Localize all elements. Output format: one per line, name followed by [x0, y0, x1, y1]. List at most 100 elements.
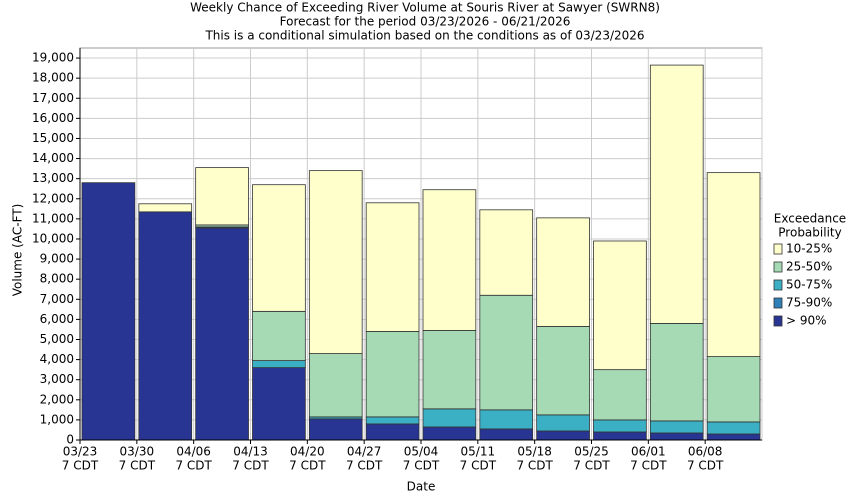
- bar-segment: [252, 367, 306, 441]
- x-tick-label: 7 CDT: [630, 459, 667, 473]
- bar-segment: [422, 408, 477, 428]
- bar-segment: [593, 240, 647, 371]
- y-tick-label: 1,000: [40, 412, 74, 426]
- bar-segment: [706, 356, 761, 423]
- bar-segment: [365, 416, 420, 425]
- bar-segment: [649, 420, 704, 434]
- y-tick-label: 16,000: [32, 111, 74, 125]
- bar-segment: [252, 184, 306, 312]
- y-tick-label: 14,000: [32, 151, 74, 165]
- y-tick-label: 13,000: [32, 171, 74, 185]
- chart-title: This is a conditional simulation based o…: [204, 29, 644, 43]
- x-tick-label: 03/30: [120, 445, 155, 459]
- y-tick-label: 7,000: [40, 292, 74, 306]
- x-tick-label: 7 CDT: [62, 459, 99, 473]
- bar-segment: [649, 432, 704, 441]
- bar-segment: [479, 428, 534, 441]
- bar-segment: [308, 418, 363, 441]
- legend-swatch: [773, 315, 783, 327]
- y-tick-label: 6,000: [40, 312, 74, 326]
- bar-segment: [479, 294, 534, 411]
- y-tick-label: 17,000: [32, 91, 74, 105]
- x-tick-label: 04/13: [233, 445, 268, 459]
- bar-segment: [706, 433, 761, 441]
- legend-swatch: [773, 243, 783, 255]
- x-tick-label: 7 CDT: [460, 459, 497, 473]
- bar-segment: [422, 330, 477, 410]
- y-tick-label: 19,000: [32, 51, 74, 65]
- legend-swatch: [773, 279, 783, 291]
- bar-segment: [365, 202, 420, 332]
- x-tick-label: 03/23: [63, 445, 98, 459]
- legend-title: Exceedance: [774, 212, 846, 226]
- x-tick-label: 7 CDT: [232, 459, 269, 473]
- legend-swatch: [773, 297, 783, 309]
- y-tick-label: 5,000: [40, 332, 74, 346]
- x-tick-label: 04/27: [347, 445, 382, 459]
- legend-title: Probability: [778, 226, 841, 240]
- y-tick-label: 12,000: [32, 191, 74, 205]
- bar-segment: [536, 414, 590, 432]
- bar-segment: [252, 360, 306, 369]
- chart-title: Forecast for the period 03/23/2026 - 06/…: [280, 15, 571, 29]
- bar-segment: [195, 167, 249, 226]
- x-tick-label: 05/11: [461, 445, 496, 459]
- y-tick-label: 2,000: [40, 392, 74, 406]
- x-tick-label: 7 CDT: [346, 459, 383, 473]
- x-tick-label: 7 CDT: [289, 459, 326, 473]
- bar-segment: [81, 182, 136, 441]
- bar-segment: [308, 353, 363, 418]
- bar-segment: [422, 189, 477, 331]
- x-tick-label: 7 CDT: [175, 459, 212, 473]
- bar-segment: [252, 310, 306, 361]
- y-tick-label: 18,000: [32, 71, 74, 85]
- chart-title: Weekly Chance of Exceeding River Volume …: [190, 1, 660, 15]
- y-tick-label: 0: [66, 433, 74, 447]
- legend-label: 50-75%: [786, 278, 832, 292]
- y-tick-label: 4,000: [40, 352, 74, 366]
- bar-segment: [479, 409, 534, 430]
- x-tick-label: 05/18: [517, 445, 552, 459]
- bar-segment: [536, 217, 590, 327]
- bar-segment: [593, 419, 647, 433]
- bar-segment: [138, 203, 193, 213]
- legend-swatch: [773, 261, 783, 273]
- x-tick-label: 7 CDT: [687, 459, 724, 473]
- x-tick-label: 7 CDT: [573, 459, 610, 473]
- x-tick-label: 7 CDT: [403, 459, 440, 473]
- x-axis-label: Date: [407, 480, 436, 494]
- x-tick-label: 7 CDT: [516, 459, 553, 473]
- x-tick-label: 7 CDT: [119, 459, 156, 473]
- x-tick-label: 04/06: [176, 445, 211, 459]
- bar-segment: [195, 227, 249, 441]
- y-axis-label: Volume (AC-FT): [11, 204, 25, 297]
- y-tick-label: 3,000: [40, 372, 74, 386]
- x-tick-label: 04/20: [290, 445, 325, 459]
- legend-label: > 90%: [786, 314, 827, 328]
- y-tick-label: 11,000: [32, 211, 74, 225]
- bar-segment: [422, 426, 477, 441]
- bar-segment: [706, 421, 761, 435]
- bar-segment: [536, 430, 590, 441]
- y-tick-label: 8,000: [40, 272, 74, 286]
- legend-label: 25-50%: [786, 260, 832, 274]
- bar-segment: [649, 323, 704, 422]
- bar-segment: [365, 423, 420, 441]
- bar-segment: [593, 431, 647, 441]
- x-tick-label: 05/25: [574, 445, 609, 459]
- bar-segment: [308, 170, 363, 354]
- x-tick-label: 06/08: [688, 445, 723, 459]
- bar-segment: [706, 172, 761, 357]
- x-tick-label: 06/01: [631, 445, 666, 459]
- bar-segment: [536, 326, 590, 416]
- x-tick-label: 05/04: [404, 445, 439, 459]
- legend-label: 75-90%: [786, 296, 832, 310]
- bar-segment: [479, 209, 534, 296]
- bar-segment: [365, 331, 420, 418]
- y-tick-label: 10,000: [32, 231, 74, 245]
- bar-segment: [138, 211, 193, 441]
- bar-segment: [593, 369, 647, 421]
- y-tick-label: 9,000: [40, 252, 74, 266]
- legend-label: 10-25%: [786, 242, 832, 256]
